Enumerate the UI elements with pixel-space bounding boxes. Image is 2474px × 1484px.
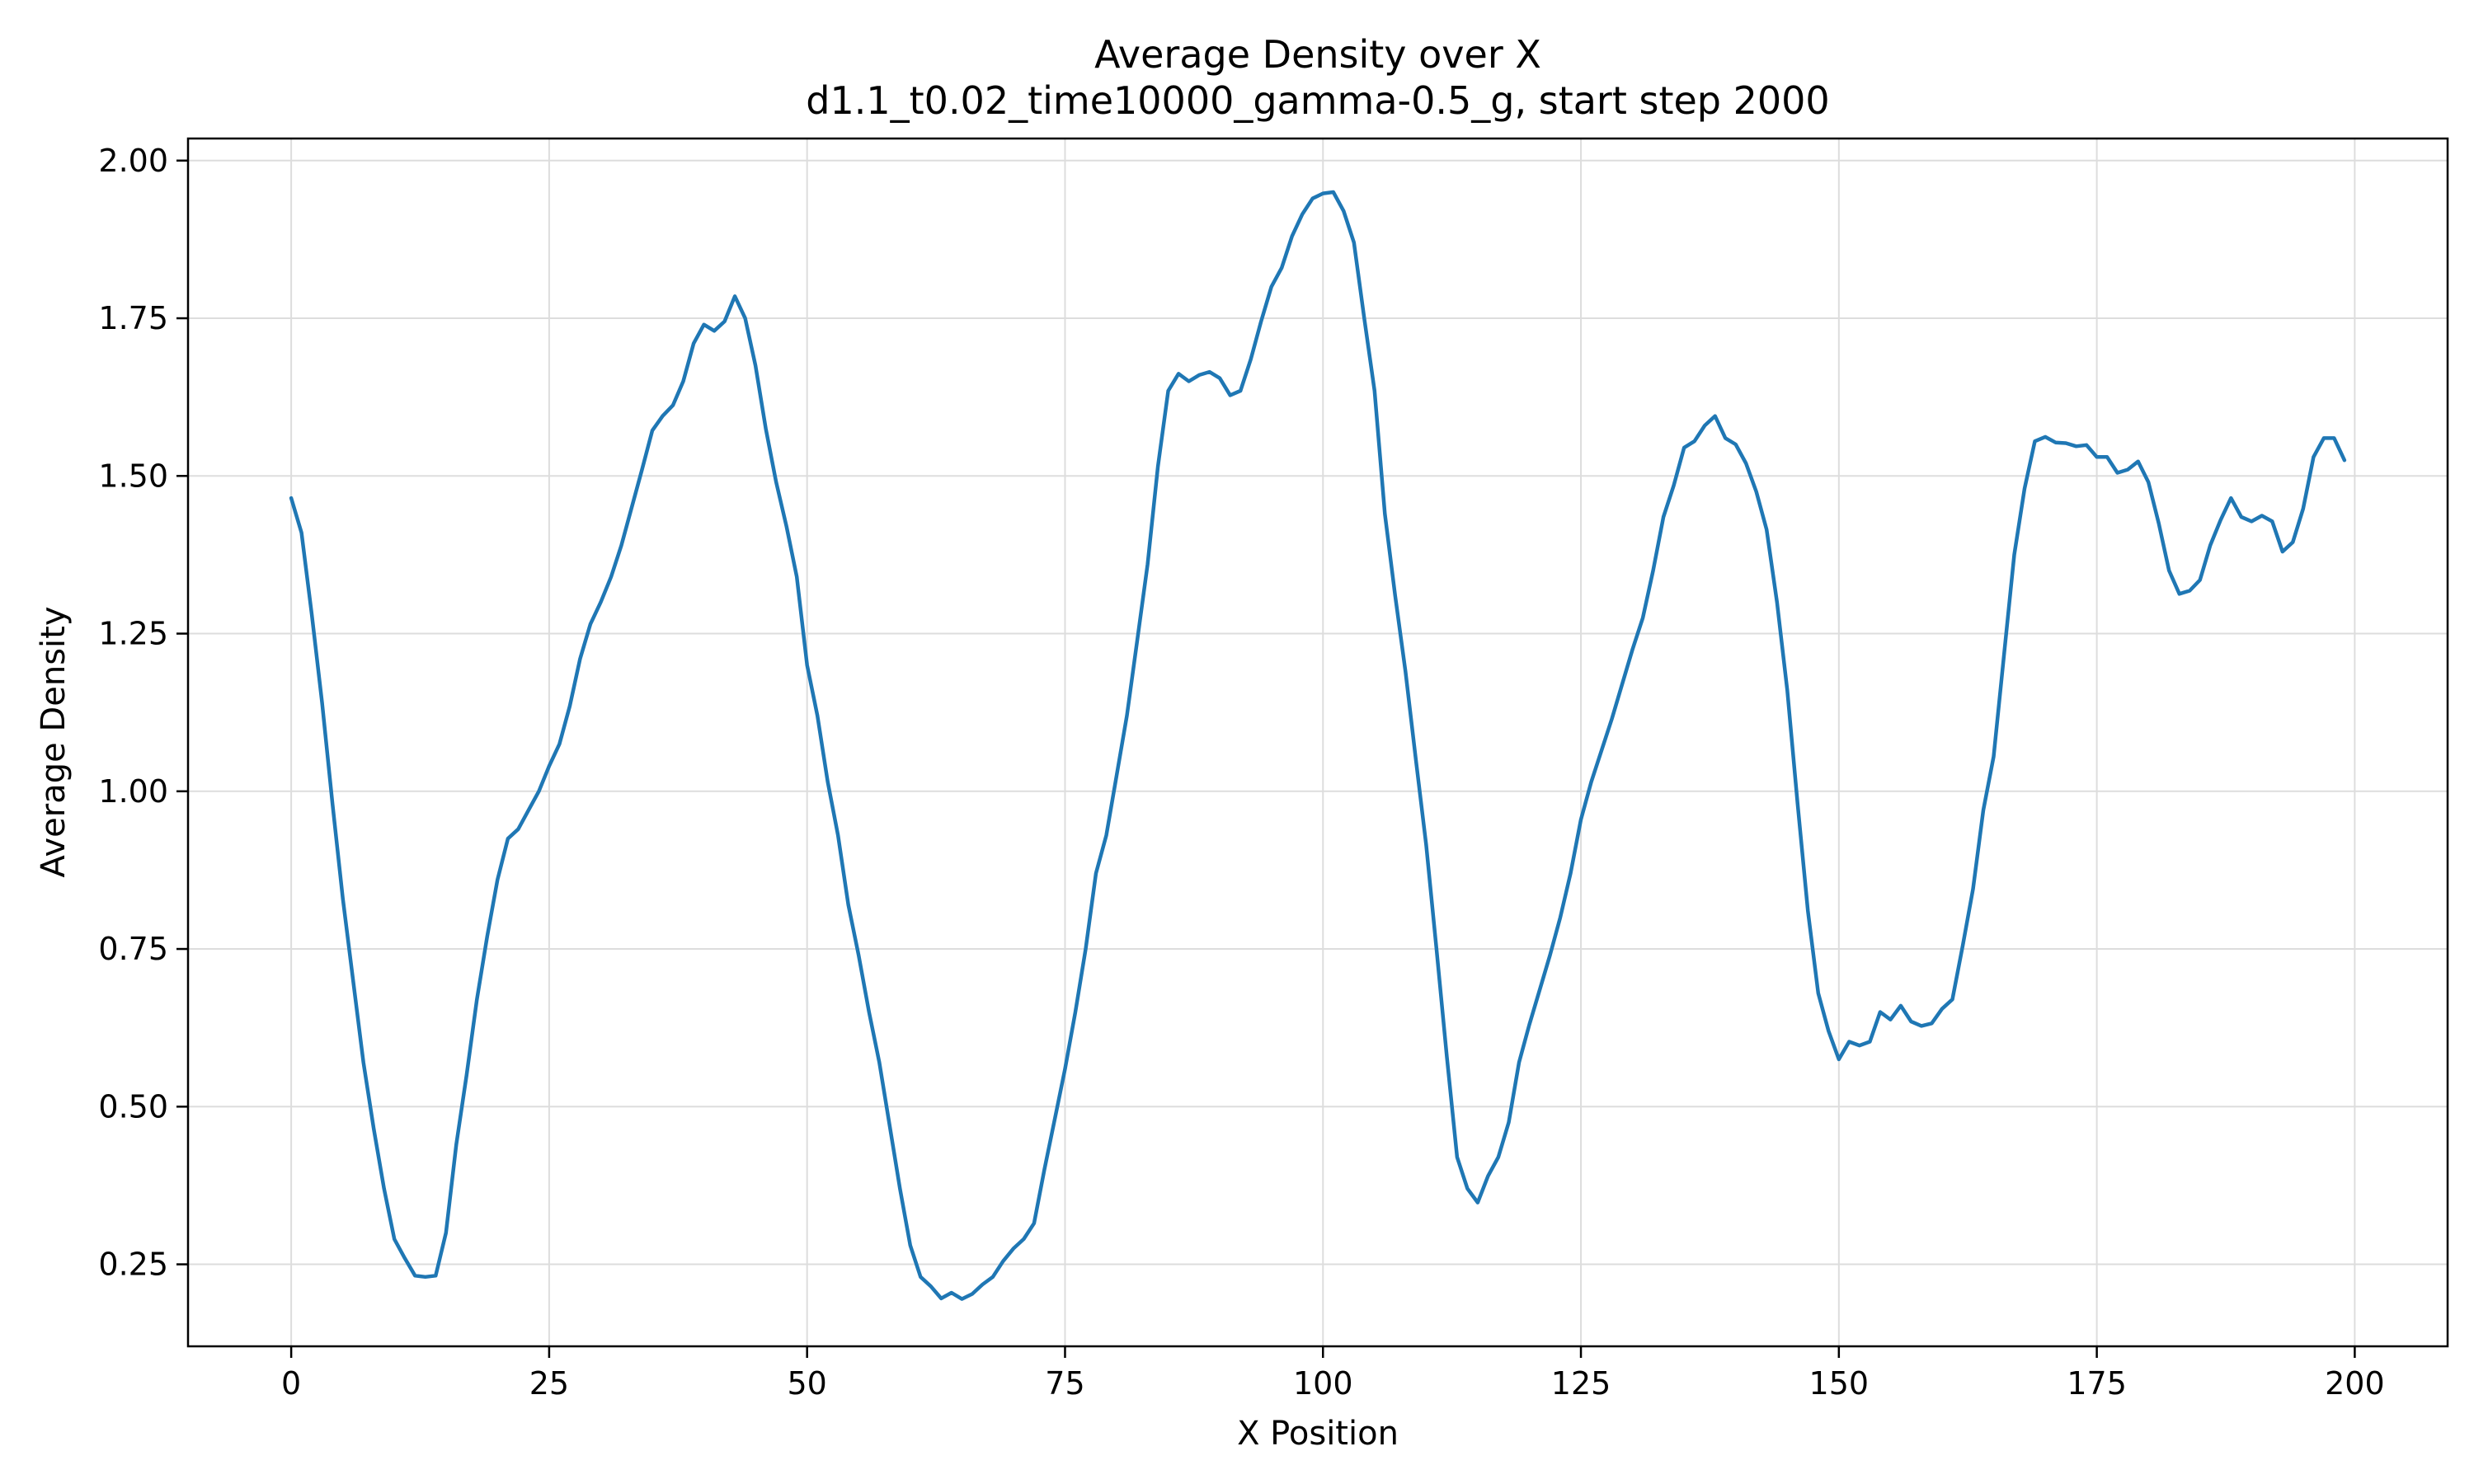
y-tick-label: 0.75 <box>98 931 168 967</box>
x-axis-ticks: 0 25 50 75 100 125 150 175 200 <box>281 1346 2385 1402</box>
chart-title: Average Density over X <box>1094 32 1541 77</box>
chart-subtitle: d1.1_t0.02_time10000_gamma-0.5_g, start … <box>806 78 1829 123</box>
y-tick-label: 1.00 <box>98 773 168 810</box>
x-tick-label: 25 <box>529 1365 569 1402</box>
x-tick-label: 100 <box>1293 1365 1353 1402</box>
plot-frame <box>186 137 2449 1348</box>
y-axis-label: Average Density <box>35 606 73 877</box>
x-tick-label: 175 <box>2067 1365 2127 1402</box>
series-line <box>289 190 2347 1301</box>
y-tick-label: 1.25 <box>98 616 168 652</box>
y-tick-label: 2.00 <box>98 143 168 179</box>
x-tick-label: 125 <box>1551 1365 1611 1402</box>
y-axis-ticks: 0.25 0.50 0.75 1.00 1.25 1.50 1.75 2.00 <box>98 143 188 1283</box>
x-axis-label: X Position <box>1237 1415 1399 1453</box>
x-tick-label: 150 <box>1809 1365 1870 1402</box>
series-layer <box>289 190 2347 1301</box>
y-tick-label: 1.50 <box>98 458 168 494</box>
x-tick-label: 0 <box>281 1365 301 1402</box>
grid-lines <box>188 139 2448 1346</box>
y-tick-label: 0.50 <box>98 1088 168 1125</box>
y-tick-label: 1.75 <box>98 300 168 336</box>
x-tick-label: 200 <box>2325 1365 2385 1402</box>
y-tick-label: 0.25 <box>98 1247 168 1283</box>
x-tick-label: 75 <box>1045 1365 1084 1402</box>
x-tick-label: 50 <box>788 1365 827 1402</box>
